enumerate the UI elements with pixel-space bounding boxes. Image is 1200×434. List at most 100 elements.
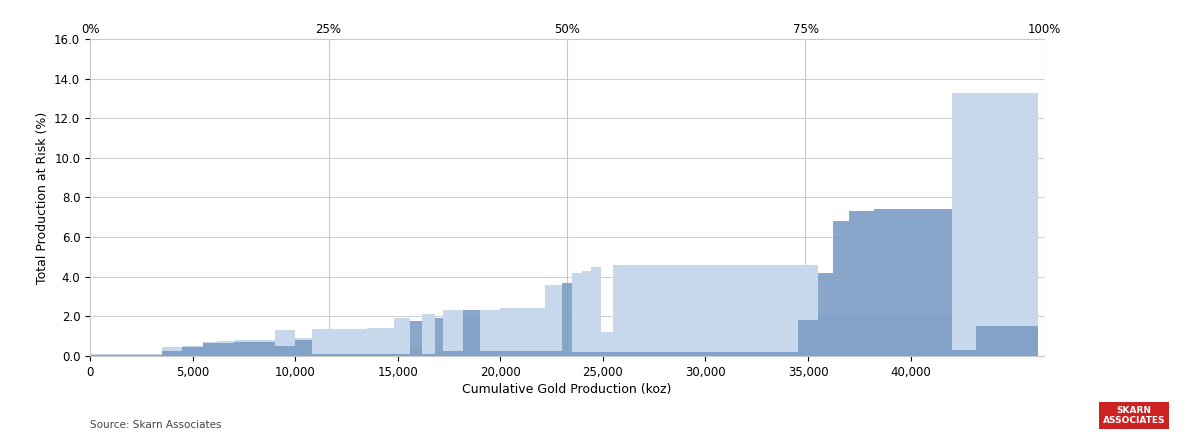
Bar [422, 314, 434, 356]
Bar [952, 350, 977, 356]
Bar [203, 342, 217, 356]
Bar [613, 352, 634, 356]
Bar [480, 351, 500, 356]
Bar [500, 351, 521, 356]
Bar [572, 273, 582, 356]
Bar [977, 326, 1003, 356]
Bar [874, 209, 894, 356]
Bar [434, 351, 443, 356]
Bar [162, 347, 182, 356]
Bar [562, 352, 572, 356]
Bar [674, 352, 695, 356]
Bar [737, 352, 757, 356]
Bar [715, 265, 737, 356]
Bar [818, 273, 833, 356]
Bar [695, 352, 715, 356]
Bar [107, 355, 131, 356]
Bar [1003, 326, 1038, 356]
Bar [601, 352, 613, 356]
Bar [182, 347, 203, 356]
Bar [695, 265, 715, 356]
Bar [394, 354, 410, 356]
Bar [422, 354, 434, 356]
Bar [798, 320, 818, 356]
Bar [463, 316, 480, 356]
Bar [254, 342, 275, 356]
Bar [590, 267, 601, 356]
Bar [347, 354, 367, 356]
Bar [254, 340, 275, 356]
Bar [920, 209, 952, 356]
Bar [634, 352, 654, 356]
Text: Source: Skarn Associates: Source: Skarn Associates [90, 420, 222, 430]
Bar [737, 265, 757, 356]
Bar [295, 338, 312, 356]
Bar [162, 351, 182, 356]
Bar [90, 355, 107, 356]
Bar [367, 354, 394, 356]
Bar [234, 340, 254, 356]
X-axis label: Cumulative Gold Production (koz): Cumulative Gold Production (koz) [462, 383, 672, 396]
Bar [394, 318, 410, 356]
Bar [833, 314, 850, 356]
Bar [463, 310, 480, 356]
Bar [521, 308, 546, 356]
Bar [952, 92, 977, 356]
Bar [434, 318, 443, 356]
Bar [715, 352, 737, 356]
Bar [546, 351, 562, 356]
Bar [410, 321, 422, 356]
Text: SKARN
ASSOCIATES: SKARN ASSOCIATES [1103, 406, 1165, 425]
Bar [818, 314, 833, 356]
Bar [582, 271, 590, 356]
Bar [312, 354, 326, 356]
Bar [217, 343, 234, 356]
Bar [217, 341, 234, 356]
Bar [778, 265, 798, 356]
Bar [410, 349, 422, 356]
Bar [850, 314, 874, 356]
Bar [894, 314, 920, 356]
Bar [590, 352, 601, 356]
Bar [757, 265, 778, 356]
Bar [275, 330, 295, 356]
Legend: Production At Risk - Drought (%), Production At Risk - Flood (%): Production At Risk - Drought (%), Produc… [286, 431, 696, 434]
Bar [347, 329, 367, 356]
Bar [182, 346, 203, 356]
Bar [613, 265, 634, 356]
Bar [674, 265, 695, 356]
Bar [654, 265, 674, 356]
Bar [582, 352, 590, 356]
Bar [521, 351, 546, 356]
Bar [920, 314, 952, 356]
Bar [295, 340, 312, 356]
Bar [326, 329, 347, 356]
Bar [977, 92, 1003, 356]
Bar [572, 352, 582, 356]
Bar [326, 354, 347, 356]
Bar [654, 352, 674, 356]
Bar [833, 221, 850, 356]
Bar [131, 354, 162, 356]
Bar [601, 332, 613, 356]
Bar [778, 352, 798, 356]
Bar [275, 346, 295, 356]
Bar [203, 343, 217, 356]
Bar [850, 211, 874, 356]
Bar [367, 328, 394, 356]
Bar [798, 265, 818, 356]
Bar [234, 342, 254, 356]
Bar [894, 209, 920, 356]
Bar [443, 351, 463, 356]
Bar [107, 354, 131, 356]
Bar [443, 310, 463, 356]
Bar [131, 355, 162, 356]
Bar [634, 265, 654, 356]
Bar [500, 308, 521, 356]
Bar [1003, 92, 1038, 356]
Bar [562, 283, 572, 356]
Bar [546, 285, 562, 356]
Bar [312, 329, 326, 356]
Bar [480, 310, 500, 356]
Y-axis label: Total Production at Risk (%): Total Production at Risk (%) [36, 112, 48, 283]
